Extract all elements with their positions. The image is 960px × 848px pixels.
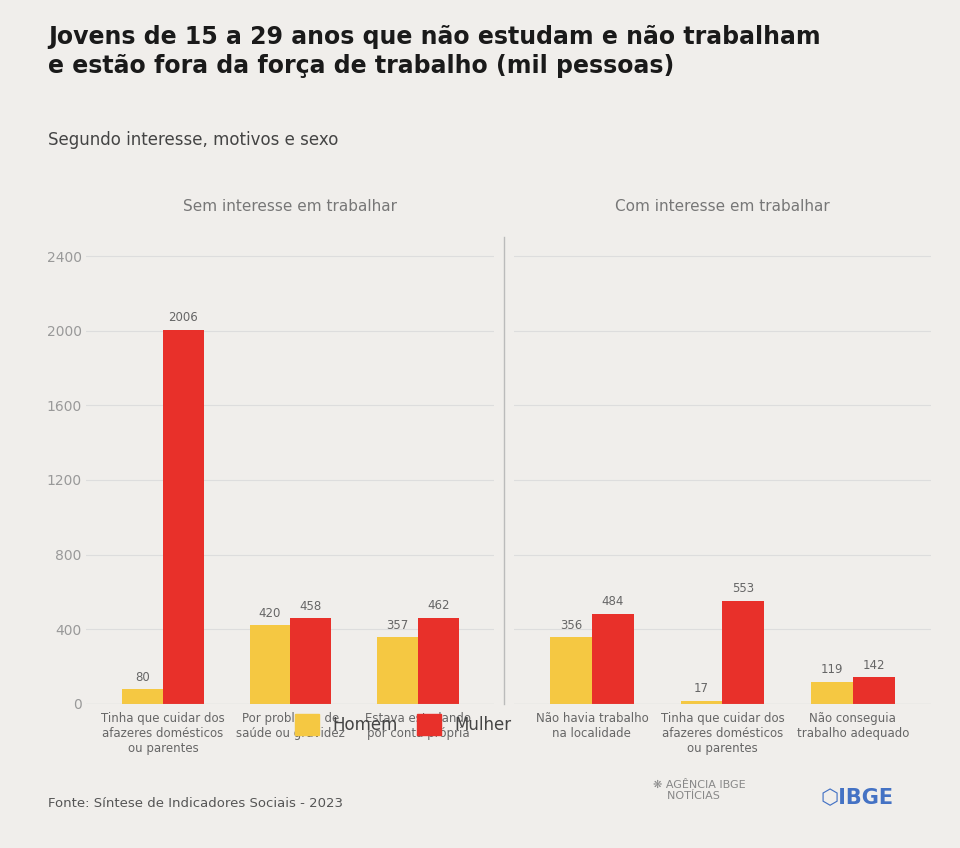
Text: ⬡IBGE: ⬡IBGE <box>821 787 894 807</box>
Text: 2006: 2006 <box>168 311 198 325</box>
Text: 420: 420 <box>259 607 281 620</box>
Text: 484: 484 <box>602 595 624 608</box>
Text: 356: 356 <box>560 619 582 633</box>
Bar <box>722 600 764 704</box>
Bar <box>291 618 331 704</box>
Bar <box>377 637 418 704</box>
Bar <box>163 330 204 704</box>
Text: Segundo interesse, motivos e sexo: Segundo interesse, motivos e sexo <box>48 131 338 149</box>
Bar <box>250 626 291 704</box>
Text: 357: 357 <box>386 619 409 632</box>
Text: 119: 119 <box>821 663 843 677</box>
Bar <box>418 617 459 704</box>
Text: Fonte: Síntese de Indicadores Sociais - 2023: Fonte: Síntese de Indicadores Sociais - … <box>48 797 343 810</box>
Text: Jovens de 15 a 29 anos que não estudam e não trabalham
e estão fora da força de : Jovens de 15 a 29 anos que não estudam e… <box>48 25 821 78</box>
Text: 458: 458 <box>300 600 322 613</box>
Text: Sem interesse em trabalhar: Sem interesse em trabalhar <box>183 199 397 215</box>
Bar <box>122 689 163 704</box>
Text: 462: 462 <box>427 600 449 612</box>
Text: 553: 553 <box>732 583 755 595</box>
Text: 80: 80 <box>135 671 150 683</box>
Text: Com interesse em trabalhar: Com interesse em trabalhar <box>615 199 829 215</box>
Bar <box>852 678 895 704</box>
Bar <box>550 638 592 704</box>
Text: 142: 142 <box>862 659 885 672</box>
Bar <box>681 700 722 704</box>
Bar <box>811 682 852 704</box>
Text: 17: 17 <box>694 683 709 695</box>
Text: ❋ AGÊNCIA IBGE
    NOTÍCIAS: ❋ AGÊNCIA IBGE NOTÍCIAS <box>653 779 745 801</box>
Legend: Homem, Mulher: Homem, Mulher <box>289 707 517 742</box>
Bar <box>592 614 634 704</box>
